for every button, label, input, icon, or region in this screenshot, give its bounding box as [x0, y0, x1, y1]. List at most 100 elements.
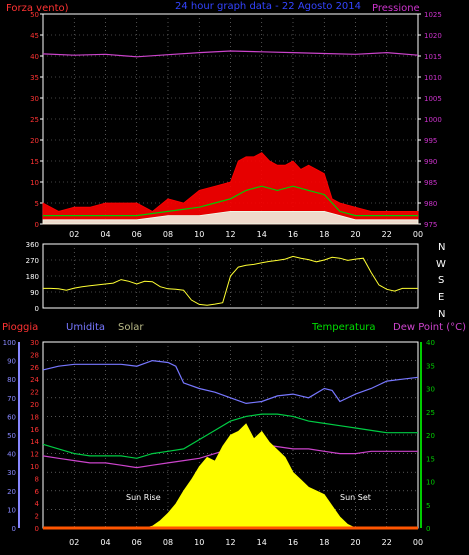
sunrise-label: Sun Rise [126, 493, 161, 502]
rain-tick-label: 30 [30, 339, 39, 347]
rain-tick-label: 10 [30, 463, 39, 471]
rain-tick-label: 14 [30, 438, 39, 446]
compass-n-top: N [438, 242, 445, 253]
humidity-tick-label: 80 [7, 376, 16, 384]
rain-tick-label: 18 [30, 413, 39, 421]
rain-tick-label: 6 [35, 488, 40, 496]
rain-tick-label: 20 [30, 401, 39, 409]
x-tick-label-top: 18 [319, 230, 329, 239]
rain-tick-label: 2 [35, 513, 39, 521]
solar-axis-title: Solar [118, 322, 144, 333]
x-tick-label-top: 20 [350, 230, 360, 239]
pressure-tick-label: 1010 [424, 74, 442, 82]
series-solar [43, 423, 418, 529]
dewpoint-axis-title: Dew Point (°C) [393, 322, 466, 333]
series-pressione [42, 50, 419, 58]
temp-tick-label: 30 [426, 386, 435, 394]
pressure-tick-label: 1015 [424, 53, 442, 61]
wind-tick-label: 25 [30, 116, 39, 124]
humidity-tick-label: 40 [7, 451, 16, 459]
temp-tick-label: 40 [426, 339, 435, 347]
direction-tick-label: 0 [35, 305, 39, 313]
pressure-tick-label: 985 [424, 179, 437, 187]
x-tick-label-top: 08 [163, 230, 173, 239]
x-tick-label-top: 12 [225, 230, 235, 239]
temp-tick-label: 20 [426, 432, 435, 440]
direction-tick-label: 180 [26, 273, 39, 281]
humidity-tick-label: 10 [7, 506, 16, 514]
x-tick-label-top: 04 [100, 230, 110, 239]
rain-tick-label: 4 [35, 500, 40, 508]
rain-tick-label: 12 [30, 451, 39, 459]
wind-tick-label: 50 [30, 11, 39, 19]
pressure-tick-label: 995 [424, 137, 437, 145]
x-tick-label-top: 14 [257, 230, 267, 239]
pressure-tick-label: 975 [424, 221, 437, 229]
tick-labels: 0510152025303540455097598098599099510001… [3, 11, 442, 547]
chart-title: 24 hour graph data - 22 Agosto 2014 [175, 1, 361, 12]
wind-tick-label: 20 [30, 137, 39, 145]
series-lines [42, 50, 419, 530]
x-tick-label-top: 00 [413, 230, 423, 239]
pressure-tick-label: 1005 [424, 95, 442, 103]
x-tick-label-bottom: 04 [100, 538, 110, 547]
x-tick-label-bottom: 20 [350, 538, 360, 547]
humidity-tick-label: 70 [7, 395, 16, 403]
rain-tick-label: 16 [30, 426, 39, 434]
rain-tick-label: 22 [30, 389, 39, 397]
x-tick-label-top: 10 [194, 230, 204, 239]
rain-tick-label: 28 [30, 351, 39, 359]
compass-s: S [438, 275, 444, 286]
direction-tick-label: 90 [30, 289, 39, 297]
x-tick-label-top: 22 [382, 230, 392, 239]
x-tick-label-bottom: 22 [382, 538, 392, 547]
rain-tick-label: 24 [30, 376, 39, 384]
x-tick-label-bottom: 16 [288, 538, 298, 547]
x-tick-label-bottom: 14 [257, 538, 267, 547]
pressure-tick-label: 990 [424, 158, 437, 166]
series-raffica [43, 185, 418, 217]
temp-tick-label: 0 [426, 525, 430, 533]
pressure-tick-label: 1020 [424, 32, 442, 40]
humidity-tick-label: 60 [7, 413, 16, 421]
sunset-label: Sun Set [340, 493, 371, 502]
compass-e: E [438, 292, 444, 303]
humidity-tick-label: 90 [7, 358, 16, 366]
pressure-tick-label: 980 [424, 200, 437, 208]
x-tick-label-bottom: 06 [132, 538, 142, 547]
series-temperatura [42, 413, 418, 459]
x-tick-label-top: 06 [132, 230, 142, 239]
x-tick-label-top: 16 [288, 230, 298, 239]
temp-tick-label: 15 [426, 455, 435, 463]
wind-tick-label: 30 [30, 95, 39, 103]
series-umidita [42, 359, 419, 405]
series-vento-medio [42, 210, 419, 225]
series-forza-vento [42, 152, 419, 225]
x-tick-label-bottom: 00 [413, 538, 423, 547]
pressure-axis-title: Pressione [372, 3, 420, 14]
temp-tick-label: 35 [426, 362, 435, 370]
compass-n-bottom: N [438, 309, 445, 320]
wind-axis-title: Forza vento) [6, 3, 69, 14]
x-tick-label-top: 02 [69, 230, 79, 239]
wind-tick-label: 0 [35, 221, 39, 229]
x-tick-label-bottom: 10 [194, 538, 204, 547]
humidity-tick-label: 50 [7, 432, 16, 440]
temp-tick-label: 10 [426, 479, 435, 487]
wind-tick-label: 5 [35, 200, 39, 208]
x-tick-label-bottom: 18 [319, 538, 329, 547]
rain-axis-title: Pioggia [2, 322, 38, 333]
temperature-axis-title: Temperatura [311, 322, 376, 333]
direction-tick-label: 270 [26, 257, 39, 265]
rain-tick-label: 26 [30, 364, 39, 372]
compass-w: W [436, 259, 446, 270]
x-tick-label-bottom: 08 [163, 538, 173, 547]
wind-tick-label: 35 [30, 74, 39, 82]
humidity-axis-title: Umidita [66, 322, 105, 333]
humidity-tick-label: 30 [7, 469, 16, 477]
series-wind-direction [43, 255, 418, 306]
x-tick-label-bottom: 12 [225, 538, 235, 547]
humidity-tick-label: 20 [7, 488, 16, 496]
wind-tick-label: 40 [30, 53, 39, 61]
